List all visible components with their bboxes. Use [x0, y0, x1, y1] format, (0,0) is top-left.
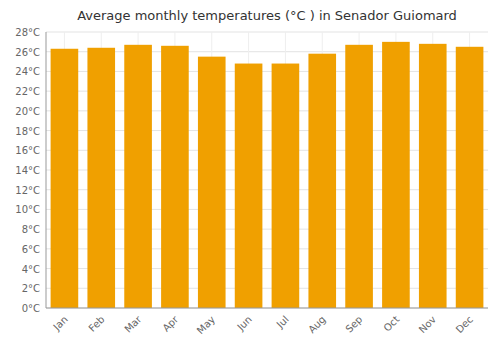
bar — [345, 45, 373, 308]
x-tick-label: Oct — [381, 314, 401, 334]
x-tick-label: Jan — [50, 314, 69, 333]
bar — [382, 42, 410, 308]
y-tick-label: 28°C — [15, 27, 40, 38]
y-tick-label: 26°C — [15, 47, 40, 58]
chart: Average monthly temperatures (°C ) in Se… — [0, 0, 500, 350]
y-tick-label: 22°C — [15, 86, 40, 97]
title: Average monthly temperatures (°C ) in Se… — [77, 8, 457, 23]
y-tick-label: 6°C — [22, 244, 40, 255]
x-tick-label: Mar — [122, 313, 144, 335]
bar — [419, 44, 447, 308]
x-tick-label: Aug — [306, 314, 328, 336]
bar — [87, 48, 115, 308]
y-tick-label: 18°C — [15, 126, 40, 137]
y-tick-label: 16°C — [15, 145, 40, 156]
x-tick-label: Sep — [343, 314, 364, 335]
y-tick-label: 20°C — [15, 106, 40, 117]
bar — [308, 54, 336, 308]
y-tick-label: 24°C — [15, 66, 40, 77]
x-tick-label: May — [195, 314, 217, 336]
y-grid-line — [46, 32, 488, 33]
bar — [161, 46, 189, 308]
chart-container: Average monthly temperatures (°C ) in Se… — [0, 0, 500, 350]
y-tick-label: 14°C — [15, 165, 40, 176]
x-tick-label: Jul — [274, 314, 291, 331]
x-axis-line — [46, 308, 488, 309]
y-tick-label: 10°C — [15, 204, 40, 215]
x-tick-label: Nov — [417, 314, 439, 336]
bar — [272, 64, 300, 308]
bar — [198, 57, 226, 308]
y-tick-label: 0°C — [22, 303, 40, 314]
grid — [46, 32, 488, 308]
x-tick-label: Apr — [160, 313, 181, 334]
bars — [51, 42, 484, 308]
x-tick-label: Jun — [234, 314, 254, 334]
y-tick-label: 2°C — [22, 283, 40, 294]
x-tick-label: Feb — [86, 314, 106, 334]
y-tick-label: 4°C — [22, 264, 40, 275]
y-tick-label: 8°C — [22, 224, 40, 235]
y-axis-line — [46, 32, 47, 308]
bar — [235, 64, 263, 308]
bar — [124, 45, 152, 308]
bar — [51, 49, 79, 308]
bar — [456, 47, 484, 308]
y-tick-label: 12°C — [15, 185, 40, 196]
y-grid-line — [46, 308, 488, 309]
x-tick-label: Dec — [454, 314, 475, 335]
